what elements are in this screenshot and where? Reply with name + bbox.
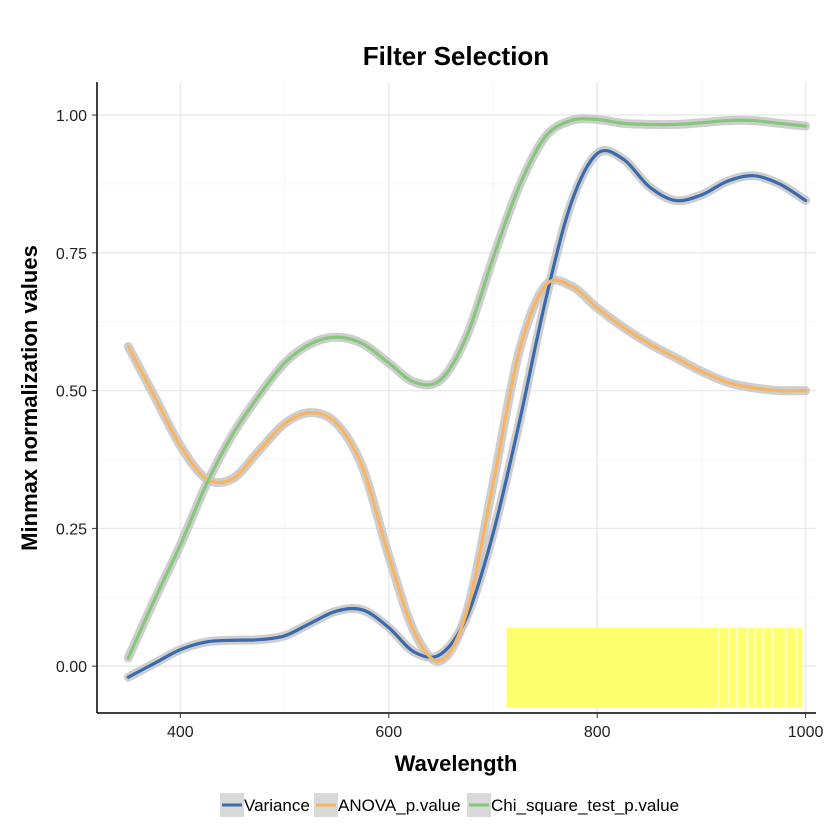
series-line-layer — [126, 117, 808, 679]
x-tick-label: 600 — [375, 724, 402, 741]
selected-wavelength-gap — [784, 627, 788, 708]
series-line-2 — [126, 117, 808, 660]
y-tick-label: 0.50 — [56, 384, 87, 401]
x-tick-label: 400 — [167, 724, 194, 741]
series-line-1 — [126, 278, 808, 663]
x-tick-label: 1000 — [788, 724, 824, 741]
ci-band-2 — [123, 114, 811, 663]
selected-wavelength-gap — [746, 627, 749, 708]
selected-wavelength-gap — [761, 627, 765, 708]
grid-layer — [97, 82, 816, 713]
selected-wavelength-band — [506, 627, 803, 708]
y-axis-title: Minmax normalization values — [17, 245, 42, 551]
legend-label: ANOVA_p.value — [338, 796, 461, 815]
y-tick-label: 0.00 — [56, 659, 87, 676]
selected-wavelength-gap — [717, 627, 720, 708]
selected-wavelength-gap — [727, 627, 730, 708]
y-tick-label: 1.00 — [56, 108, 87, 125]
x-tick-label: 800 — [584, 724, 611, 741]
chart-title: Filter Selection — [363, 41, 549, 71]
highlight-layer — [506, 627, 803, 708]
legend-label: Chi_square_test_p.value — [491, 796, 679, 815]
selected-wavelength-gap — [771, 627, 774, 708]
legend-label: Variance — [244, 796, 310, 815]
selected-wavelength-gap — [795, 627, 798, 708]
series-line-0 — [126, 149, 808, 679]
selected-wavelength-gap — [753, 627, 756, 708]
x-axis-title: Wavelength — [395, 751, 518, 776]
y-tick-label: 0.75 — [56, 246, 87, 263]
axes-layer — [96, 82, 816, 714]
y-tick-label: 0.25 — [56, 521, 87, 538]
ci-band-layer — [123, 114, 811, 682]
ticks-layer: 400 600 800 1000 0.00 0.25 0.50 0.75 1.00 — [56, 108, 824, 741]
legend: Variance ANOVA_p.value Chi_square_test_p.v… — [220, 793, 679, 817]
selected-wavelength-gap — [735, 627, 739, 708]
